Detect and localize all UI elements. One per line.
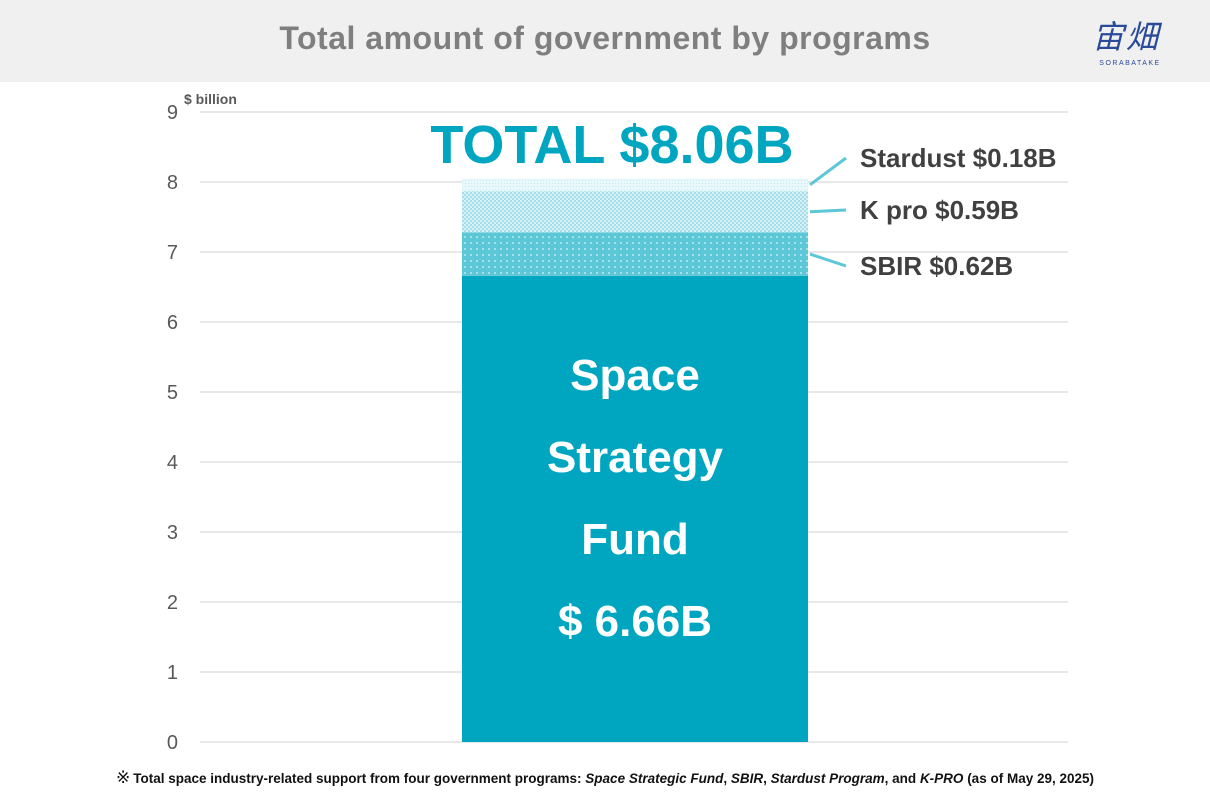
- sorabatake-logo: 宙畑 SORABATAKE: [1080, 10, 1180, 70]
- y-tick-label: 3: [167, 522, 178, 544]
- callout-line: [809, 252, 847, 268]
- footnote-prefix: Total space industry-related support fro…: [133, 771, 586, 786]
- space-strategy-fund-label: Space Strategy Fund $ 6.66B: [547, 351, 724, 646]
- footnote-suffix: (as of May 29, 2025): [963, 771, 1095, 786]
- footnote-separator: ,: [763, 771, 771, 786]
- y-tick-label: 2: [167, 592, 178, 614]
- bar-segments: [462, 178, 808, 742]
- bar-segment-sbir: [462, 232, 808, 276]
- logo-mark: 宙畑: [1092, 18, 1161, 56]
- y-axis-unit-label: $ billion: [184, 91, 237, 107]
- footnote-separator: ,: [723, 771, 731, 786]
- y-axis-ticks: 0 1 2 3 4 5 6 7 8 9: [167, 102, 178, 754]
- bar-segment-space-strategy-fund: [462, 275, 808, 742]
- y-tick-label: 8: [167, 172, 178, 194]
- segment-callouts: SBIR $0.62B K pro $0.59B Stardust $0.18B: [809, 143, 1057, 281]
- program-sbir: SBIR: [730, 771, 764, 786]
- chart-title: Total amount of government by programs: [279, 20, 931, 56]
- callout-label-k-pro: K pro $0.59B: [860, 195, 1019, 225]
- main-label-line: $ 6.66B: [558, 597, 712, 646]
- program-space-strategic-fund: Space Strategic Fund: [585, 771, 724, 786]
- main-label-line: Fund: [581, 515, 689, 564]
- y-tick-label: 4: [167, 452, 178, 474]
- y-tick-label: 1: [167, 662, 178, 684]
- bar-segment-stardust: [462, 178, 808, 192]
- callout-line: [809, 156, 847, 187]
- reference-mark: ※: [115, 768, 131, 787]
- y-tick-label: 9: [167, 102, 178, 124]
- callout-label-sbir: SBIR $0.62B: [860, 251, 1013, 281]
- callout-line: [809, 208, 847, 214]
- y-tick-label: 5: [167, 382, 178, 404]
- logo-text: SORABATAKE: [1099, 60, 1161, 67]
- bar-segment-k-pro: [462, 191, 808, 233]
- main-label-line: Space: [570, 351, 700, 400]
- y-tick-label: 0: [167, 732, 178, 754]
- main-label-line: Strategy: [547, 433, 724, 482]
- callout-label-stardust: Stardust $0.18B: [860, 143, 1057, 173]
- program-k-pro: K-PRO: [919, 771, 964, 786]
- y-tick-label: 7: [167, 242, 178, 264]
- y-tick-label: 6: [167, 312, 178, 334]
- footnote-separator: , and: [884, 771, 920, 786]
- header-band: [0, 0, 1210, 82]
- program-stardust: Stardust Program: [770, 771, 885, 786]
- footnote: ※ Total space industry-related support fr…: [0, 768, 1210, 788]
- total-label: TOTAL $8.06B: [430, 115, 793, 175]
